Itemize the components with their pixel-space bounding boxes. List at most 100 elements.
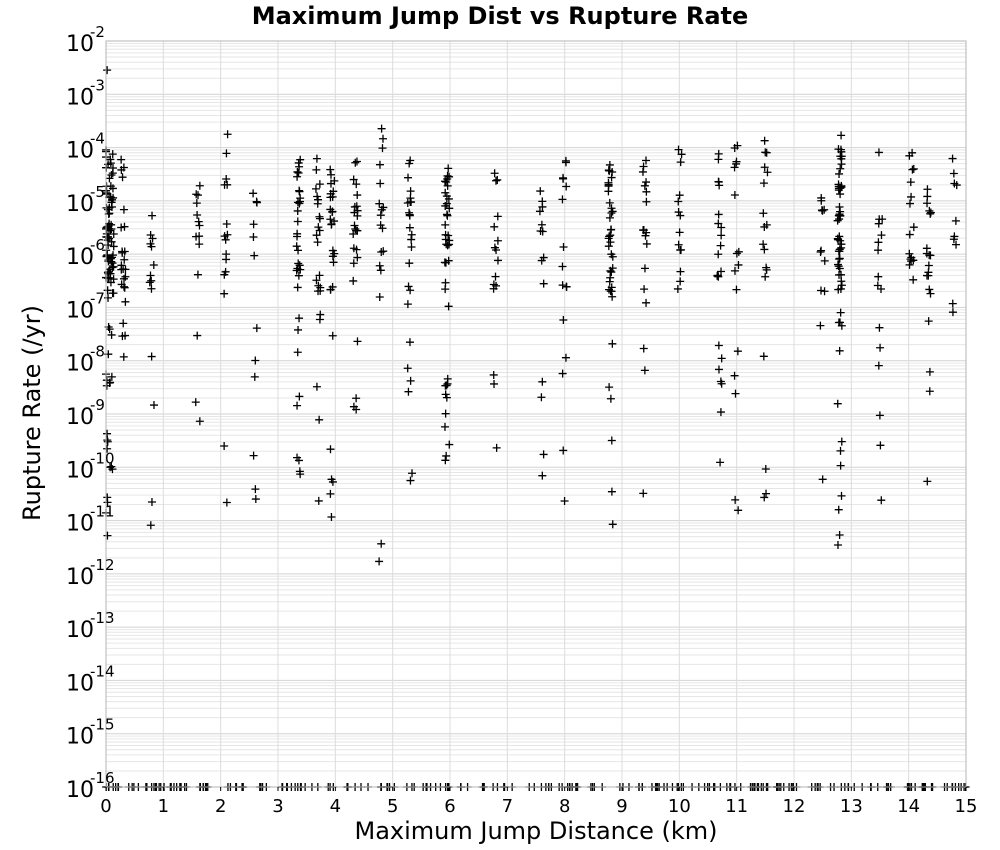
data-point (222, 219, 231, 228)
data-point (330, 249, 339, 258)
data-point (837, 437, 846, 446)
data-point (441, 258, 450, 267)
data-point (948, 154, 957, 163)
y-tick-label: 10 (66, 512, 94, 537)
data-point (103, 493, 112, 502)
data-point (639, 344, 648, 353)
data-point (606, 266, 615, 275)
data-point (677, 150, 686, 159)
y-tick-exponent: -3 (90, 76, 105, 94)
data-point (875, 411, 884, 420)
y-tick-exponent: -7 (90, 289, 105, 307)
data-point (117, 165, 126, 174)
data-point (714, 250, 723, 259)
data-point (877, 231, 886, 240)
data-point (107, 171, 116, 180)
y-tick-exponent: -16 (90, 769, 115, 787)
data-point (408, 469, 417, 478)
x-tick-label: 0 (100, 796, 111, 817)
data-point (445, 440, 454, 449)
x-tick-label: 14 (897, 796, 920, 817)
x-tick-label: 12 (783, 796, 806, 817)
data-point (441, 220, 450, 229)
data-point (734, 260, 743, 269)
data-point (836, 446, 845, 455)
y-tick-label: 10 (66, 352, 94, 377)
data-point (561, 158, 570, 167)
data-point (223, 130, 232, 139)
data-point (293, 217, 302, 226)
data-point (561, 353, 570, 362)
data-point (537, 256, 546, 265)
data-point (326, 215, 335, 224)
data-point (441, 456, 450, 465)
data-point (220, 232, 229, 241)
data-point (835, 531, 844, 540)
data-point (407, 243, 416, 252)
data-point (349, 229, 358, 238)
data-point (538, 377, 547, 386)
data-point (294, 325, 303, 334)
data-point (107, 202, 116, 211)
data-point (731, 389, 740, 398)
data-point (560, 497, 569, 506)
data-point (926, 289, 935, 298)
data-point (730, 371, 739, 380)
data-point (730, 266, 739, 275)
data-point (314, 496, 323, 505)
data-point (103, 531, 112, 540)
data-point (293, 206, 302, 215)
data-point (403, 364, 412, 373)
data-point (118, 173, 127, 182)
data-point (311, 184, 320, 193)
data-point (674, 145, 683, 154)
data-point (676, 246, 685, 255)
data-point (908, 165, 917, 174)
data-point (443, 211, 452, 220)
y-tick-label: 10 (66, 139, 94, 164)
data-point (833, 216, 842, 225)
data-point (833, 260, 842, 269)
data-point (145, 278, 154, 287)
data-point (353, 211, 362, 220)
data-point (877, 496, 886, 505)
data-point (312, 231, 321, 240)
data-point (353, 226, 362, 235)
data-point (146, 521, 155, 530)
data-point (350, 221, 359, 230)
data-point (562, 282, 571, 291)
data-point (909, 164, 918, 173)
data-point (675, 191, 684, 200)
data-point (714, 177, 723, 186)
y-tick-exponent: -4 (90, 130, 105, 148)
data-point (103, 205, 112, 214)
data-point (948, 299, 957, 308)
data-point (294, 456, 303, 465)
data-point (639, 489, 648, 498)
data-point (759, 209, 768, 218)
x-tick-label: 8 (559, 796, 570, 817)
data-point (326, 489, 335, 498)
data-point (444, 194, 453, 203)
axes: 0 1 2 3 4 5 6 7 8 9 10 11 12 13 14 1510-1610-1510-1410-… (66, 23, 977, 817)
data-point (490, 222, 499, 231)
data-point (717, 231, 726, 240)
data-point (445, 204, 454, 213)
data-point (405, 259, 414, 268)
data-point (607, 268, 616, 277)
data-point (673, 284, 682, 293)
data-point (330, 176, 339, 185)
data-point (674, 208, 683, 217)
data-point (876, 441, 885, 450)
data-point (607, 250, 616, 259)
data-point (538, 197, 547, 206)
data-point (249, 189, 258, 198)
y-tick-exponent: -12 (90, 556, 115, 574)
data-point (405, 208, 414, 217)
data-point (604, 187, 613, 196)
data-point (923, 185, 932, 194)
data-point (220, 289, 229, 298)
x-tick-label: 4 (330, 796, 341, 817)
y-tick-label: 10 (66, 565, 94, 590)
